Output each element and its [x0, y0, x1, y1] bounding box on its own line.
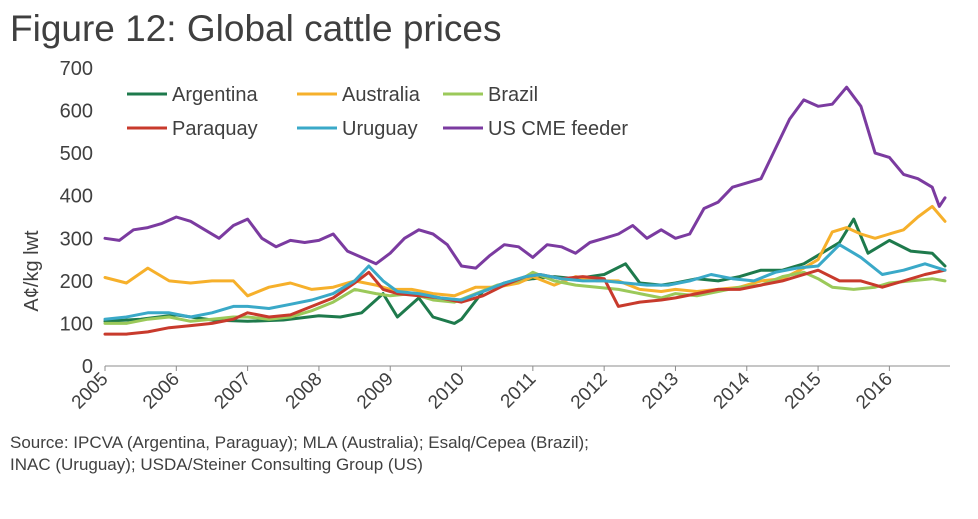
chart-title: Figure 12: Global cattle prices	[10, 8, 502, 49]
x-tick-label: 2016	[852, 369, 897, 414]
x-axis: 2005 2006 2007 2008 2009 2010 2011 2012 2013 2014…	[68, 365, 950, 414]
y-tick-label: 300	[60, 228, 93, 250]
legend-label: Australia	[342, 84, 421, 106]
x-tick-label: 2013	[638, 369, 683, 414]
series-line-us-cme-feeder	[103, 85, 947, 270]
x-tick-label: 2011	[497, 369, 541, 413]
x-tick-label: 2015	[781, 369, 826, 414]
y-tick-label: 100	[60, 313, 93, 335]
y-tick-label: 700	[60, 58, 93, 80]
x-tick-label: 2008	[282, 369, 327, 414]
y-axis-label: A¢/kg lwt	[21, 230, 43, 312]
y-tick-label: 200	[60, 271, 93, 293]
series-lines	[103, 85, 947, 336]
legend-label: Paraquay	[172, 118, 258, 140]
x-tick-label: 2012	[567, 369, 612, 414]
x-tick-label: 2010	[424, 369, 469, 414]
legend: Argentina Australia Brazil Paraquay Uruguay U…	[127, 84, 628, 140]
x-tick-label: 2006	[139, 369, 184, 414]
x-tick-label: 2005	[68, 369, 113, 414]
series-line-brazil	[103, 270, 947, 325]
source-note: Source: IPCVA (Argentina, Paraguay); MLA…	[10, 432, 589, 476]
legend-label: US CME feeder	[488, 118, 628, 140]
legend-label: Uruguay	[342, 118, 418, 140]
series-line-uruguay	[103, 243, 947, 321]
y-tick-label: 400	[60, 186, 93, 208]
y-tick-label: 0	[82, 356, 93, 378]
source-line-1: Source: IPCVA (Argentina, Paraguay); MLA…	[10, 433, 589, 452]
x-tick-label: 2007	[210, 369, 255, 414]
y-tick-label: 600	[60, 101, 93, 123]
series-line-australia	[103, 204, 947, 298]
y-tick-label: 500	[60, 143, 93, 165]
source-line-2: INAC (Uruguay); USDA/Steiner Consulting …	[10, 455, 423, 474]
x-tick-label: 2009	[353, 369, 398, 414]
x-tick-label: 2014	[710, 368, 755, 413]
legend-label: Brazil	[488, 84, 538, 106]
legend-label: Argentina	[172, 84, 258, 106]
y-axis: 0 100 200 300 400 500 600 700	[60, 58, 93, 378]
